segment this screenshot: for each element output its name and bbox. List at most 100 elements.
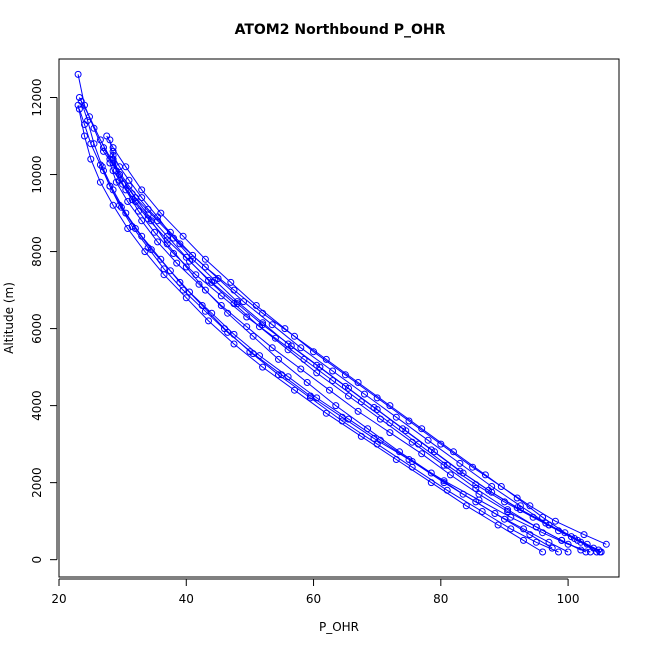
data-point (256, 352, 263, 360)
data-point (77, 97, 85, 105)
data-point (481, 471, 489, 479)
data-point (96, 178, 104, 186)
data-point (300, 355, 308, 363)
data-point (450, 448, 457, 456)
data-point (376, 436, 384, 444)
y-tick-label: 4000 (30, 390, 44, 421)
data-point (329, 367, 337, 375)
data-point (582, 548, 590, 556)
data-point (87, 140, 95, 148)
data-point (446, 471, 454, 479)
data-point (338, 417, 346, 425)
profile-series (74, 101, 547, 556)
data-point (373, 394, 381, 402)
data-point (440, 479, 448, 487)
profile-series (100, 144, 585, 554)
series-line (112, 151, 601, 553)
data-point (268, 344, 276, 352)
y-tick-label: 6000 (30, 313, 44, 344)
data-point (418, 425, 426, 433)
data-point (313, 394, 321, 402)
data-point (564, 540, 572, 548)
series-line (78, 97, 597, 553)
data-point (75, 105, 83, 113)
series-line (112, 155, 594, 549)
data-point (81, 121, 88, 128)
data-point (555, 527, 562, 535)
series-line (103, 170, 591, 553)
data-point (160, 265, 168, 273)
data-point (291, 332, 298, 340)
profile-series (74, 70, 605, 556)
data-point (268, 321, 276, 329)
x-axis-label: P_OHR (319, 620, 359, 634)
data-point (354, 407, 362, 415)
data-point (424, 436, 432, 444)
data-point (124, 225, 132, 232)
data-point (443, 461, 451, 469)
data-point (526, 531, 534, 539)
data-point (332, 402, 340, 410)
data-point (195, 280, 203, 288)
data-point (602, 540, 610, 548)
data-point (122, 186, 130, 194)
data-point (532, 538, 540, 546)
data-point (124, 198, 132, 205)
data-point (326, 386, 333, 394)
data-point (456, 459, 464, 467)
data-point (281, 325, 289, 333)
y-tick-label: 10000 (30, 155, 44, 193)
data-point (545, 538, 553, 546)
data-point (322, 409, 330, 417)
data-point (176, 278, 184, 286)
data-point (291, 386, 298, 394)
data-point (526, 502, 534, 510)
data-point (117, 203, 125, 211)
series-line (109, 139, 599, 551)
data-point (106, 182, 114, 190)
data-point (217, 292, 225, 300)
profile-series (106, 136, 603, 554)
x-tick-label: 80 (433, 592, 448, 606)
data-point (551, 517, 559, 525)
data-point (182, 294, 190, 302)
series-line (77, 105, 543, 553)
data-point (297, 344, 305, 352)
data-point (478, 508, 486, 515)
data-point (310, 348, 317, 356)
data-point (259, 321, 267, 329)
data-point (373, 406, 381, 413)
data-point (357, 398, 365, 406)
data-point (427, 469, 435, 477)
data-point (186, 288, 193, 296)
profile-series (106, 159, 590, 556)
data-point (131, 225, 139, 232)
data-point (545, 521, 553, 529)
y-axis-label: Altitude (m) (2, 282, 16, 354)
data-point (75, 94, 83, 101)
profile-series (103, 132, 610, 548)
chart-title: ATOM2 Northbound P_OHR (235, 22, 446, 38)
data-point (138, 194, 146, 202)
profile-series (109, 147, 604, 556)
series-line (77, 74, 602, 553)
data-point (472, 484, 480, 492)
data-point (361, 390, 368, 398)
series-line (106, 135, 607, 545)
data-point (109, 155, 117, 163)
data-point (182, 263, 190, 271)
plot-frame (58, 58, 620, 578)
series-line (78, 108, 553, 549)
data-point (341, 371, 349, 379)
data-point (571, 535, 578, 542)
profile-series (109, 151, 597, 552)
data-point (564, 548, 572, 556)
data-point (154, 238, 162, 246)
data-point (230, 330, 238, 338)
data-point (271, 334, 279, 342)
data-point (386, 402, 394, 410)
x-tick-label: 40 (179, 592, 194, 606)
profile-series (75, 94, 601, 556)
data-point (595, 546, 603, 554)
